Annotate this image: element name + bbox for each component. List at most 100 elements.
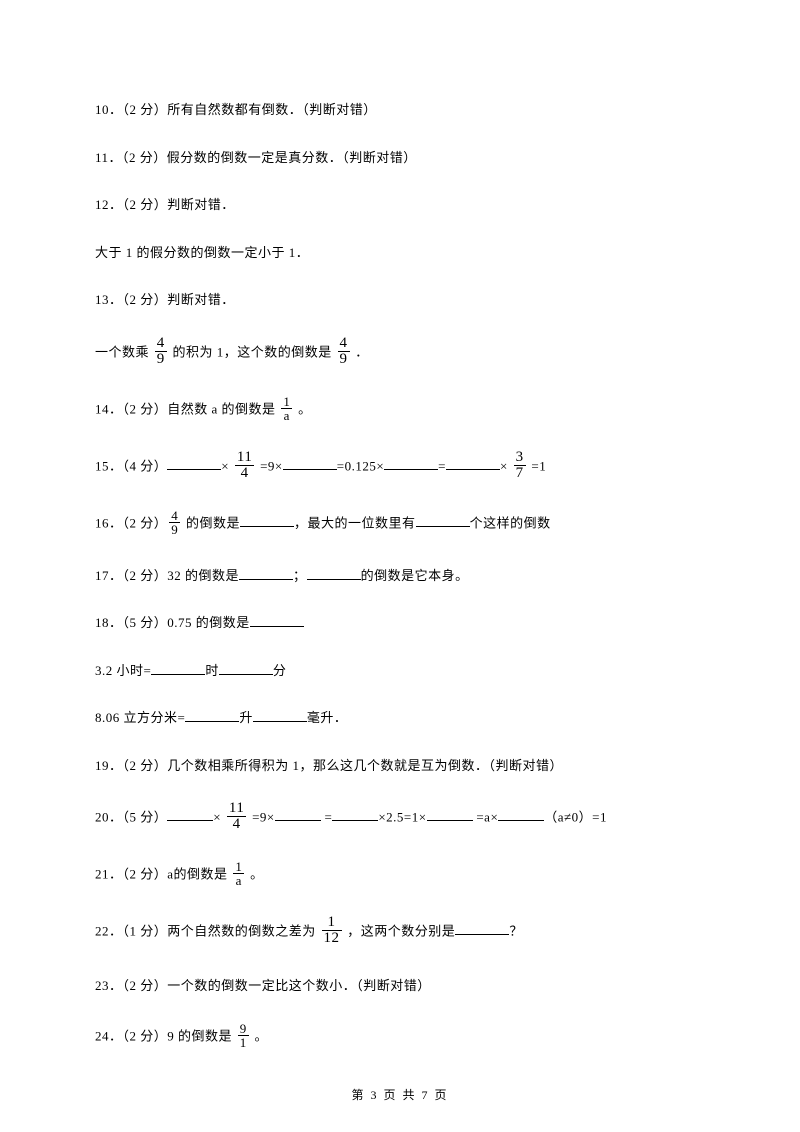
q-pts: （2 分）	[123, 758, 168, 773]
eq-a: =a×	[473, 809, 499, 824]
blank-input[interactable]	[185, 709, 239, 722]
eq-9x: =9×	[248, 809, 274, 824]
text-mid: 时	[205, 663, 219, 678]
fraction-4-9: 49	[155, 336, 167, 367]
blank-input[interactable]	[239, 567, 293, 580]
q-num: 18．	[95, 615, 123, 630]
text-post: 。	[251, 1028, 268, 1043]
q-num: 12．	[95, 197, 123, 212]
blank-input[interactable]	[307, 567, 361, 580]
text-mid: 的积为 1，这个数的倒数是	[169, 344, 336, 359]
text-mid: 升	[239, 710, 253, 725]
question-23: 23．（2 分）一个数的倒数一定比这个数小．（判断对错）	[95, 976, 705, 996]
question-18c: 8.06 立方分米= 升 毫升．	[95, 708, 705, 728]
text-mid: ；	[293, 568, 307, 583]
fraction-4-9: 49	[338, 336, 350, 367]
text-pre: 自然数 a 的倒数是	[167, 401, 279, 416]
eq-sp: =	[321, 809, 333, 824]
blank-input[interactable]	[455, 922, 509, 935]
eq-1: =1	[528, 458, 547, 473]
q-num: 24．	[95, 1028, 123, 1043]
text-post: 毫升．	[307, 710, 348, 725]
text-pre: 一个数乘	[95, 344, 153, 359]
text-post: ．	[352, 344, 369, 359]
question-18b: 3.2 小时= 时 分	[95, 661, 705, 681]
question-14: 14．（2 分）自然数 a 的倒数是 1a 。	[95, 397, 705, 424]
question-12-body: 大于 1 的假分数的倒数一定小于 1．	[95, 243, 705, 263]
question-24: 24．（2 分）9 的倒数是 91 。	[95, 1024, 705, 1051]
q-text: 一个数的倒数一定比这个数小．（判断对错）	[167, 978, 431, 993]
text-pre: a的倒数是	[167, 866, 231, 881]
fraction-9-1: 91	[238, 1022, 249, 1049]
eq-9x: =9×	[256, 458, 282, 473]
q-text: 大于 1 的假分数的倒数一定小于 1．	[95, 245, 309, 260]
blank-input[interactable]	[498, 808, 544, 821]
text-post: 。	[246, 866, 263, 881]
q-pts: （2 分）	[123, 866, 168, 881]
blank-input[interactable]	[250, 614, 304, 627]
question-18: 18．（5 分）0.75 的倒数是	[95, 613, 705, 633]
q-text: 判断对错．	[167, 197, 235, 212]
eq-0125x: =0.125×	[337, 458, 384, 473]
blank-input[interactable]	[283, 457, 337, 470]
q-num: 16．	[95, 515, 123, 530]
q-pts: （2 分）	[123, 401, 168, 416]
text-post: 的倒数是它本身。	[361, 568, 469, 583]
text-post: 。	[294, 401, 311, 416]
fraction-1-12: 112	[322, 915, 342, 946]
q-text: 判断对错．	[167, 292, 235, 307]
fraction-1-a: 1a	[281, 395, 292, 422]
q-pts: （2 分）	[123, 102, 168, 117]
blank-input[interactable]	[253, 709, 307, 722]
blank-input[interactable]	[219, 662, 273, 675]
q-pts: （5 分）	[123, 615, 168, 630]
question-15: 15．（4 分）× 114 =9×=0.125×=× 37 =1	[95, 452, 705, 483]
text-post: 分	[273, 663, 287, 678]
fraction-3-7: 37	[514, 450, 526, 481]
q-pts: （2 分）	[123, 292, 168, 307]
eq-25: ×2.5=1×	[378, 809, 426, 824]
text-post: （a≠0）=1	[544, 809, 607, 824]
text: 0.75 的倒数是	[167, 615, 250, 630]
question-12: 12．（2 分）判断对错．	[95, 195, 705, 215]
q-pts: （5 分）	[123, 809, 168, 824]
question-20: 20．（5 分）× 114 =9× =×2.5=1× =a×（a≠0）=1	[95, 803, 705, 834]
blank-input[interactable]	[446, 457, 500, 470]
fraction-11-4: 114	[227, 801, 246, 832]
q-num: 15．	[95, 458, 123, 473]
page-number: 第 3 页 共 7 页	[351, 1088, 448, 1102]
blank-input[interactable]	[275, 808, 321, 821]
blank-input[interactable]	[167, 808, 213, 821]
text-pre: 两个自然数的倒数之差为	[167, 923, 319, 938]
fraction-1-a: 1a	[233, 860, 244, 887]
blank-input[interactable]	[332, 808, 378, 821]
blank-input[interactable]	[151, 662, 205, 675]
text-pre: 8.06 立方分米=	[95, 710, 185, 725]
blank-input[interactable]	[240, 514, 294, 527]
text-pre: 3.2 小时=	[95, 663, 151, 678]
q-text: 几个数相乘所得积为 1，那么这几个数就是互为倒数．（判断对错）	[167, 758, 563, 773]
times-sign: ×	[213, 809, 221, 824]
fraction-11-4: 114	[235, 450, 254, 481]
q-pts: （2 分）	[123, 978, 168, 993]
blank-input[interactable]	[167, 457, 221, 470]
q-num: 14．	[95, 401, 123, 416]
times-sign: ×	[221, 458, 229, 473]
blank-input[interactable]	[384, 457, 438, 470]
question-10: 10．（2 分）所有自然数都有倒数．（判断对错）	[95, 100, 705, 120]
blank-input[interactable]	[427, 808, 473, 821]
text-post: 个这样的倒数	[470, 515, 551, 530]
text-pre: 32 的倒数是	[167, 568, 239, 583]
question-11: 11．（2 分）假分数的倒数一定是真分数．（判断对错）	[95, 148, 705, 168]
question-17: 17．（2 分）32 的倒数是；的倒数是它本身。	[95, 566, 705, 586]
q-num: 17．	[95, 568, 123, 583]
blank-input[interactable]	[416, 514, 470, 527]
times-sign: ×	[500, 458, 508, 473]
eq-sign: =	[438, 458, 446, 473]
text-mid: ，这两个数分别是	[344, 923, 456, 938]
question-13: 13．（2 分）判断对错．	[95, 290, 705, 310]
q-num: 22．	[95, 923, 123, 938]
q-num: 13．	[95, 292, 123, 307]
q-text: 假分数的倒数一定是真分数．（判断对错）	[167, 150, 417, 165]
fraction-4-9: 49	[169, 509, 180, 536]
